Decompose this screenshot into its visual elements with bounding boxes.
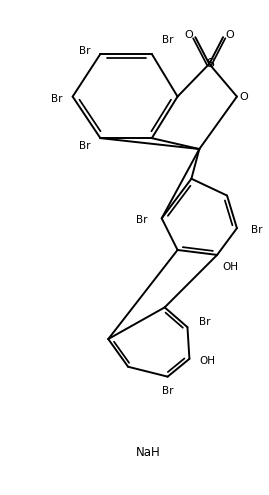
Text: NaH: NaH — [136, 446, 160, 459]
Text: O: O — [226, 30, 234, 40]
Text: O: O — [239, 92, 248, 101]
Text: Br: Br — [251, 225, 262, 235]
Text: Br: Br — [79, 141, 90, 151]
Text: Br: Br — [79, 46, 90, 56]
Text: Br: Br — [162, 387, 174, 396]
Text: Br: Br — [51, 94, 63, 103]
Text: Br: Br — [136, 215, 148, 225]
Text: O: O — [184, 30, 193, 40]
Text: Br: Br — [162, 35, 173, 45]
Text: OH: OH — [199, 356, 215, 366]
Text: Br: Br — [199, 317, 211, 327]
Text: OH: OH — [222, 262, 238, 272]
Text: S: S — [206, 57, 214, 70]
